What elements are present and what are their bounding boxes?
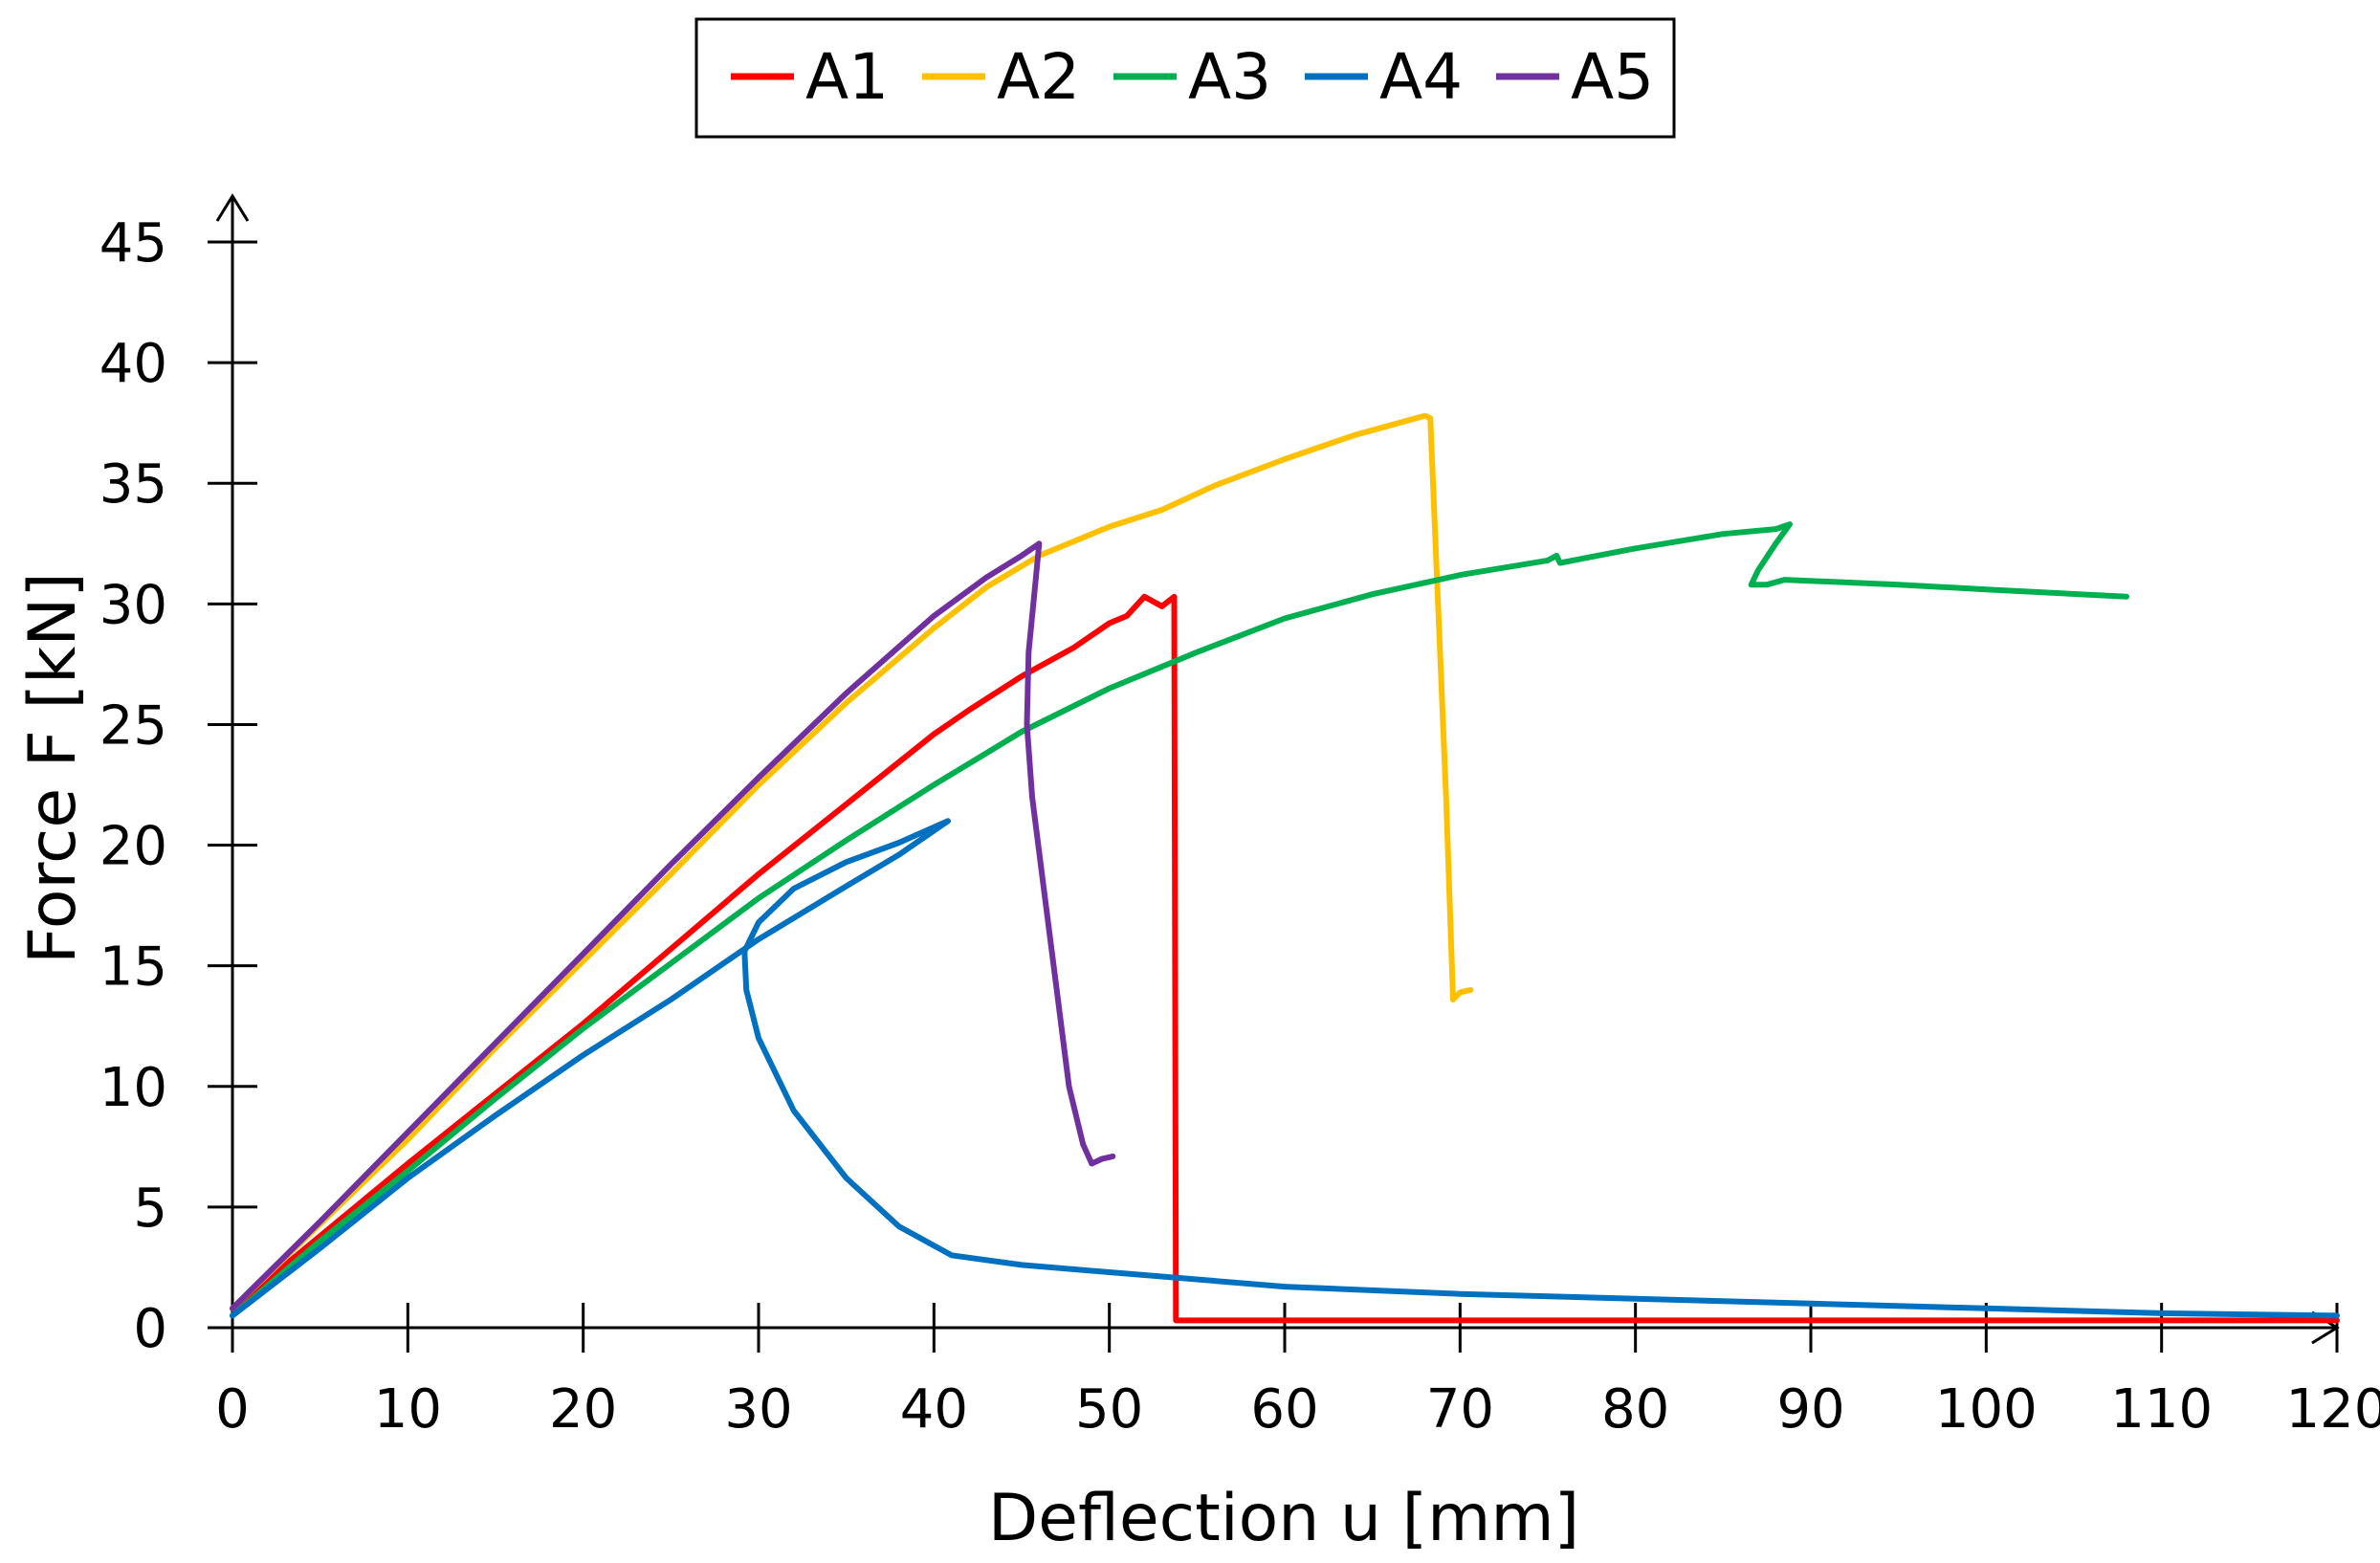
- legend-label-a4: A4: [1379, 40, 1463, 114]
- y-tick-label: 0: [133, 1298, 167, 1360]
- legend-label-a2: A2: [997, 40, 1080, 114]
- x-tick-label: 80: [1601, 1378, 1669, 1441]
- y-tick-label: 30: [99, 574, 167, 636]
- series-line-a3: [230, 521, 2129, 1319]
- y-axis-arrow: [215, 193, 250, 222]
- legend: A1 A2 A3 A4 A5: [694, 17, 1676, 139]
- y-tick-label: 40: [99, 333, 167, 395]
- y-tick-label: 5: [133, 1178, 167, 1240]
- axes: 0 10 20 30 40 50 60 70 80 90 100 110 120 0 5 10 15 20 25 30…: [99, 193, 2380, 1441]
- y-tick-label: 10: [99, 1057, 167, 1119]
- x-tick-label: 60: [1250, 1378, 1318, 1441]
- x-tick-label: 30: [724, 1378, 792, 1441]
- x-tick-label: 20: [549, 1378, 617, 1441]
- legend-label-a5: A5: [1571, 40, 1654, 114]
- legend-label-a3: A3: [1188, 40, 1271, 114]
- y-tick-label: 35: [99, 453, 167, 516]
- x-tick-label: 50: [1075, 1378, 1143, 1441]
- x-tick-label: 0: [215, 1378, 250, 1441]
- x-tick-label: 100: [1935, 1378, 2038, 1441]
- x-tick-label: 40: [900, 1378, 968, 1441]
- y-tick-label: 25: [99, 694, 167, 757]
- x-axis-title: Deflection u [mm]: [988, 1481, 1579, 1556]
- x-tick-label: 90: [1776, 1378, 1844, 1441]
- x-tick-label: 10: [374, 1378, 442, 1441]
- series-layer: [230, 412, 2340, 1324]
- y-axis-title: Force F [kN]: [15, 572, 91, 964]
- legend-label-a1: A1: [805, 40, 889, 114]
- y-tick-label: 15: [99, 936, 167, 999]
- series-line-a5: [230, 540, 1116, 1311]
- series-line-a4: [230, 818, 2340, 1319]
- series-line-a1: [230, 593, 2340, 1324]
- series-line-a2: [230, 412, 1474, 1311]
- x-tick-label: 120: [2286, 1378, 2380, 1441]
- x-tick-label: 110: [2110, 1378, 2213, 1441]
- y-tick-label: 20: [99, 816, 167, 878]
- x-tick-label: 70: [1426, 1378, 1494, 1441]
- y-tick-label: 45: [99, 212, 167, 275]
